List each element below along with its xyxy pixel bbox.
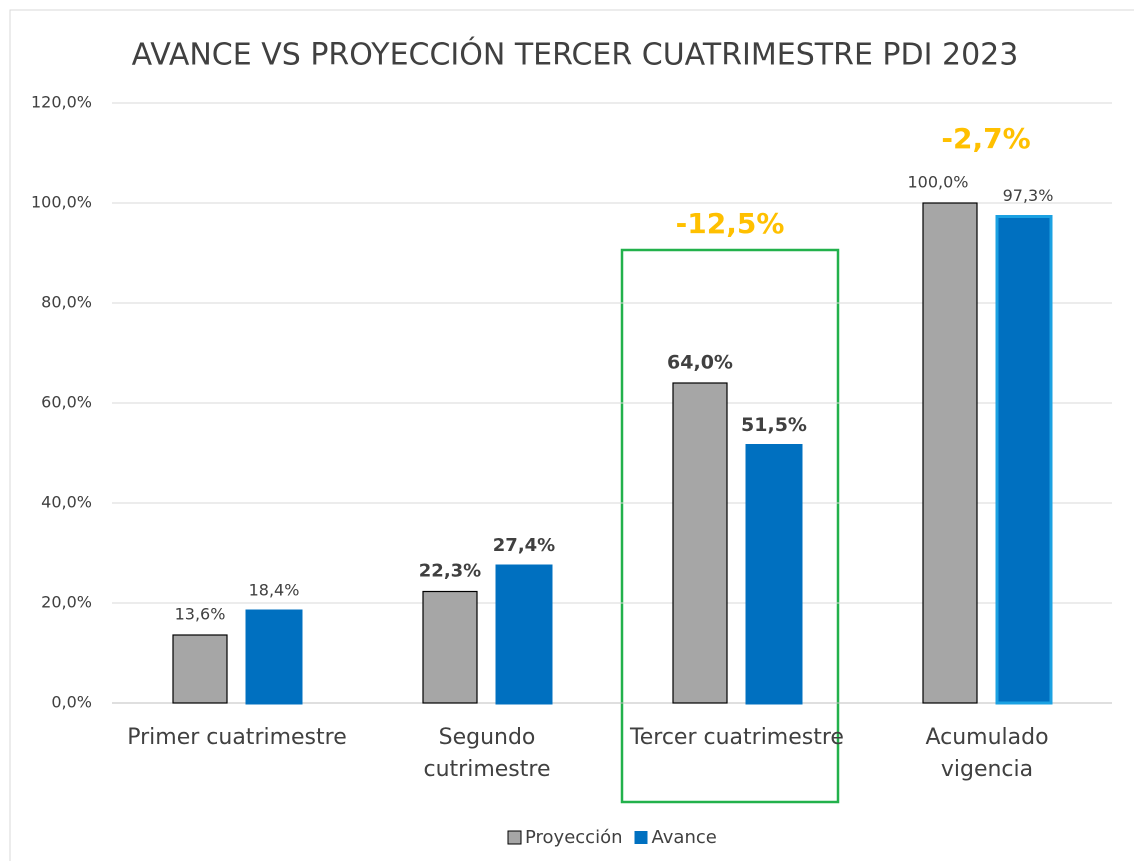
annotation: -12,5% [676, 207, 785, 240]
legend-label: Avance [652, 827, 717, 848]
y-tick-label: 60,0% [41, 393, 92, 412]
data-label: 22,3% [419, 561, 481, 582]
x-tick-label: Tercer cuatrimestre [630, 725, 844, 750]
y-tick-label: 80,0% [41, 293, 92, 312]
data-label: 51,5% [741, 414, 807, 436]
bar [995, 215, 1053, 705]
bar [672, 382, 728, 704]
data-label: 97,3% [1003, 186, 1054, 205]
annotation: -2,7% [941, 122, 1030, 155]
data-label: 27,4% [493, 535, 555, 556]
x-tick-label: Segundo cutrimestre [423, 725, 551, 782]
bar [922, 202, 978, 704]
y-tick-label: 100,0% [31, 193, 92, 212]
bar [745, 444, 803, 705]
bar [422, 590, 478, 704]
x-tick-label: Acumulado vigencia [925, 725, 1049, 782]
data-label: 18,4% [249, 581, 300, 600]
y-tick-label: 20,0% [41, 593, 92, 612]
data-label: 64,0% [667, 352, 733, 374]
bar [495, 564, 553, 705]
chart-border [9, 9, 1134, 861]
y-tick-label: 120,0% [31, 93, 92, 112]
highlight-box [620, 248, 840, 804]
bar [172, 634, 228, 704]
bar [245, 609, 303, 705]
y-tick-label: 0,0% [51, 693, 92, 712]
chart-title: AVANCE VS PROYECCIÓN TERCER CUATRIMESTRE… [132, 36, 1019, 73]
data-label: 13,6% [175, 605, 226, 624]
data-label: 100,0% [907, 173, 968, 192]
legend-swatch [634, 831, 648, 844]
x-tick-label: Primer cuatrimestre [127, 725, 347, 750]
y-tick-label: 40,0% [41, 493, 92, 512]
legend-label: Proyección [525, 827, 623, 848]
legend-swatch [507, 830, 522, 845]
